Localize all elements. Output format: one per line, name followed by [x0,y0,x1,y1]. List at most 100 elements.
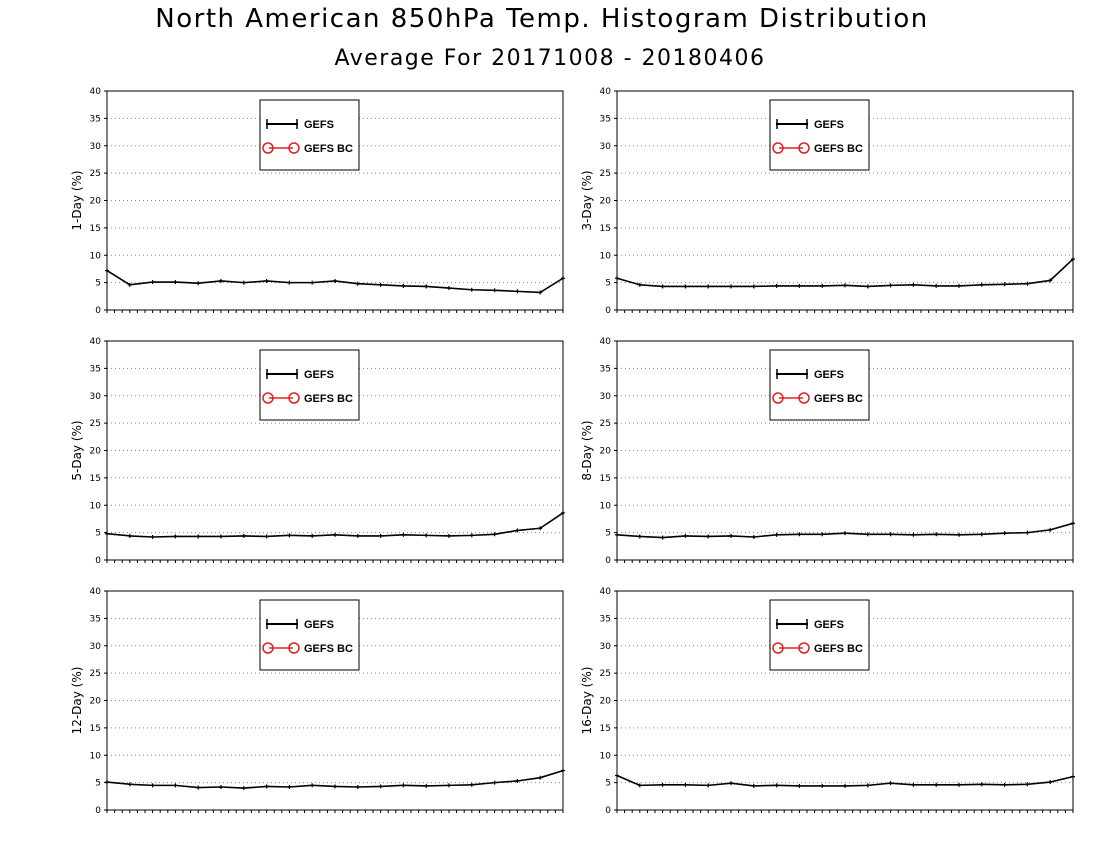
y-tick-label: 40 [90,337,102,347]
data-point [196,785,201,790]
legend-box [259,349,360,421]
y-tick-label: 20 [600,197,612,207]
y-tick-label: 5 [605,529,611,539]
data-point [127,533,132,538]
legend-marker-2a [262,392,274,404]
data-point [706,534,711,539]
data-point [1025,281,1030,286]
data-point [820,532,825,537]
legend: GEFS GEFS BC [259,99,360,171]
data-point [310,533,315,538]
data-point [660,535,665,540]
data-point [492,532,497,537]
data-point [683,782,688,787]
data-point [683,284,688,289]
y-tick-label: 0 [605,306,611,316]
data-point [150,783,155,788]
data-point [538,526,543,531]
data-point [219,534,223,539]
data-point [1002,531,1007,536]
y-tick-label: 0 [605,556,611,566]
y-tick-label: 40 [600,87,612,97]
data-point [469,782,474,787]
y-tick-label: 20 [600,447,612,457]
legend-marker-2b [288,392,300,404]
legend-label-2: GEFS BC [304,393,353,405]
y-tick-label: 10 [90,751,102,761]
data-point [751,284,756,289]
data-point [751,535,756,540]
y-tick-label: 10 [90,501,102,511]
data-point [561,768,565,773]
y-tick-label: 0 [95,306,101,316]
plot-frame [106,590,564,811]
chart-panel-5: 0 5 10 15 20 25 30 35 40 12-Day (%) GEFS GEFS BC [70,587,565,816]
y-tick-label: 35 [600,614,611,624]
y-tick-label: 40 [90,587,102,597]
data-point [911,532,916,537]
data-point [774,783,779,788]
data-point [706,783,711,788]
legend-label-1: GEFS [814,369,844,381]
data-point [1071,521,1075,526]
data-point [150,535,155,540]
data-point [287,280,292,285]
legend-marker-2b [288,642,300,654]
y-tick-label: 25 [90,419,101,429]
data-point [957,782,961,787]
y-tick-label: 30 [600,642,612,652]
data-point [515,528,520,533]
y-tick-label: 40 [600,337,612,347]
legend-marker-2a [772,392,784,404]
legend: GEFS GEFS BC [259,599,360,671]
data-point [287,533,292,538]
legend: GEFS GEFS BC [769,99,870,171]
data-point [774,283,779,288]
y-tick-label: 5 [95,279,101,289]
data-point [865,532,870,537]
data-point [751,783,756,788]
plot-frame [106,340,564,561]
data-point [934,532,939,537]
legend: GEFS GEFS BC [769,599,870,671]
data-point [196,281,201,286]
data-point [150,280,155,285]
data-point [424,533,429,538]
data-point [843,783,847,788]
data-point [105,531,109,536]
data-point [979,282,984,287]
data-point [310,280,315,285]
data-point [1002,782,1007,787]
data-point [1071,774,1075,779]
data-point [173,783,178,788]
y-tick-label: 25 [600,169,611,179]
y-tick-label: 30 [600,392,612,402]
data-point [660,782,665,787]
data-point [797,283,802,288]
data-point [333,278,337,283]
data-point [615,773,619,778]
data-point [241,280,246,285]
data-point [615,276,619,281]
legend-box [259,599,360,671]
data-point [378,282,383,287]
data-point [934,283,939,288]
data-point [127,782,132,787]
legend-box [769,99,870,171]
data-point [447,533,451,538]
y-tick-label: 5 [95,529,101,539]
data-point [888,781,893,786]
y-tick-label: 15 [600,224,611,234]
data-point [401,532,406,537]
y-tick-label: 20 [90,697,102,707]
page-subtitle: Average For 20171008 - 20180406 [334,46,766,71]
data-point [219,785,223,790]
legend-label-1: GEFS [304,619,334,631]
legend-label-2: GEFS BC [304,143,353,155]
y-tick-label: 5 [95,779,101,789]
data-point [774,532,779,537]
y-axis-label: 3-Day (%) [580,170,594,230]
data-point [729,533,733,538]
data-point [333,784,337,789]
y-tick-label: 35 [90,114,101,124]
